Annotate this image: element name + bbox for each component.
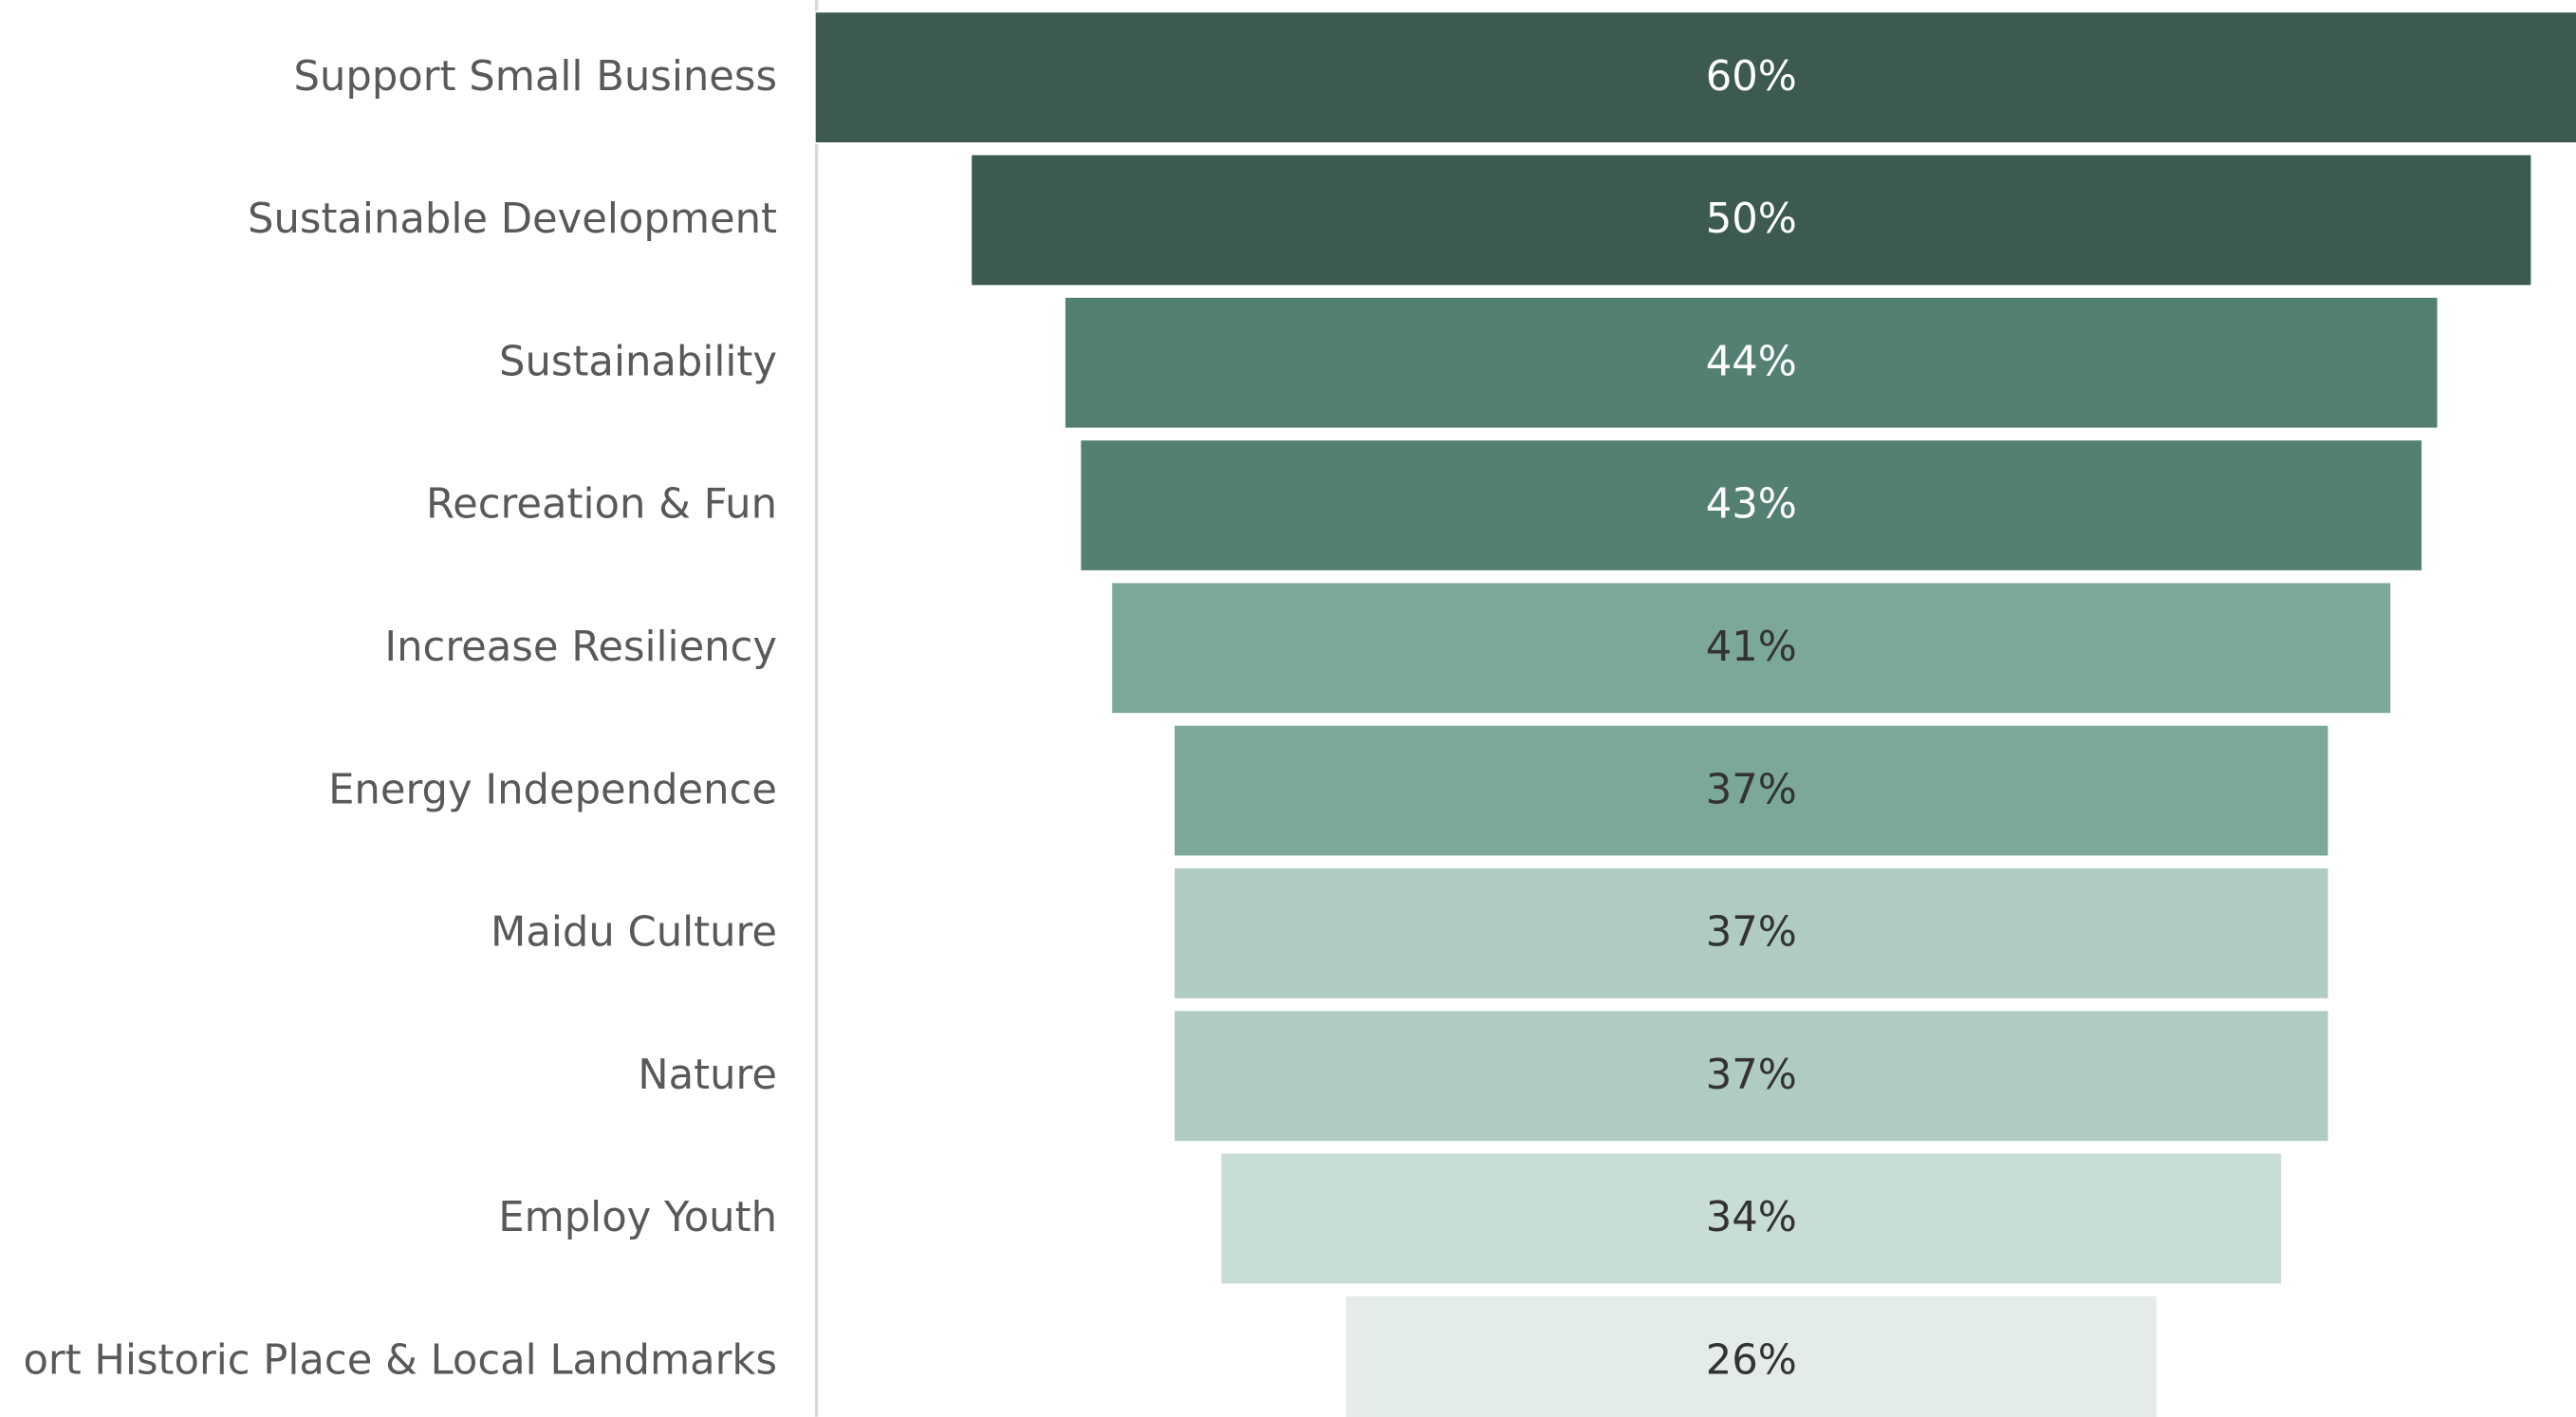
funnel-bar	[970, 153, 2533, 288]
category-label: Nature	[638, 1052, 777, 1099]
value-label: 44%	[1706, 338, 1797, 385]
category-label: Support Small Business	[294, 53, 778, 101]
value-label: 50%	[1706, 196, 1797, 243]
category-label: Employ Youth	[498, 1194, 777, 1241]
value-label: 60%	[1706, 53, 1797, 101]
value-label: 37%	[1706, 766, 1797, 813]
funnel-bar	[813, 10, 2576, 144]
value-label: 37%	[1706, 1052, 1797, 1099]
category-label: ort Historic Place & Local Landmarks	[23, 1336, 777, 1384]
value-label: 26%	[1706, 1336, 1797, 1384]
funnel-bar	[1079, 438, 2423, 572]
funnel-bar	[1110, 581, 2393, 715]
category-label: Recreation & Fun	[426, 481, 777, 529]
value-label: 34%	[1706, 1194, 1797, 1241]
value-label: 37%	[1706, 909, 1797, 957]
value-label: 41%	[1706, 624, 1797, 671]
category-label: Maidu Culture	[491, 909, 777, 957]
funnel-bar	[1173, 723, 2330, 858]
category-label: Energy Independence	[328, 766, 777, 813]
funnel-bar	[1173, 1009, 2330, 1143]
funnel-bar	[1173, 867, 2330, 1000]
category-label: Sustainable Development	[248, 196, 777, 243]
category-label: Increase Resiliency	[384, 624, 777, 671]
category-label: Sustainability	[499, 338, 777, 385]
value-label: 43%	[1706, 481, 1797, 529]
funnel-bar	[1064, 296, 2439, 430]
funnel-bar	[1344, 1295, 2159, 1417]
funnel-bar	[1219, 1151, 2283, 1286]
